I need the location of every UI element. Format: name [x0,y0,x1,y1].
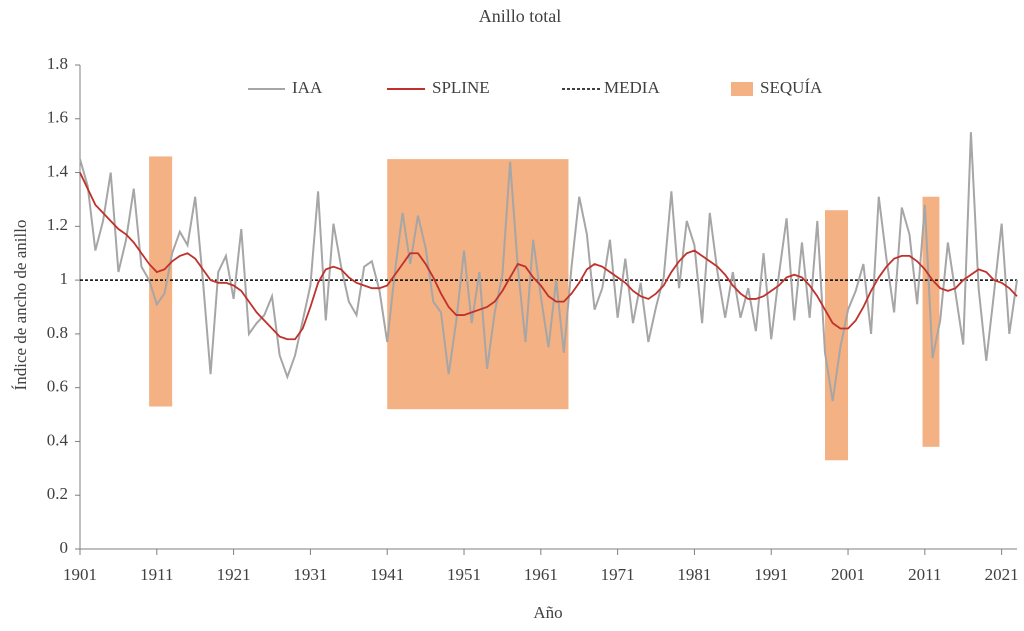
drought-bar [824,210,849,461]
x-axis-label: Año [533,603,562,622]
x-tick-label: 1941 [370,565,404,584]
y-tick-label: 0 [60,538,69,557]
x-tick-label: 1951 [447,565,481,584]
x-tick-label: 1901 [63,565,97,584]
x-tick-label: 1921 [217,565,251,584]
series-line [79,132,1018,402]
y-tick-label: 1.2 [47,215,68,234]
legend-label: IAA [292,78,323,97]
x-tick-label: 2011 [908,565,941,584]
y-tick-label: 1.4 [47,161,69,180]
legend-label: SEQUÍA [760,78,823,97]
x-tick-label: 1971 [601,565,635,584]
x-tick-label: 1991 [754,565,788,584]
series-line [79,172,1018,341]
y-axis-label: Índice de ancho de anillo [11,220,30,391]
x-tick-label: 1911 [140,565,173,584]
y-tick-label: 1 [60,269,69,288]
y-tick-label: 1.6 [47,108,68,127]
y-tick-label: 0.6 [47,377,68,396]
y-tick-label: 0.4 [47,430,69,449]
x-tick-label: 2001 [831,565,865,584]
x-tick-label: 2021 [985,565,1019,584]
legend-label: MEDIA [604,78,660,97]
y-tick-label: 1.8 [47,54,68,73]
x-tick-label: 1931 [293,565,327,584]
drought-bar [149,156,173,407]
y-tick-label: 0.2 [47,484,68,503]
legend-swatch [731,82,753,96]
x-tick-label: 1981 [677,565,711,584]
x-tick-label: 1961 [524,565,558,584]
y-tick-label: 0.8 [47,323,68,342]
chart-title: Anillo total [479,6,562,26]
legend-label: SPLINE [432,78,490,97]
